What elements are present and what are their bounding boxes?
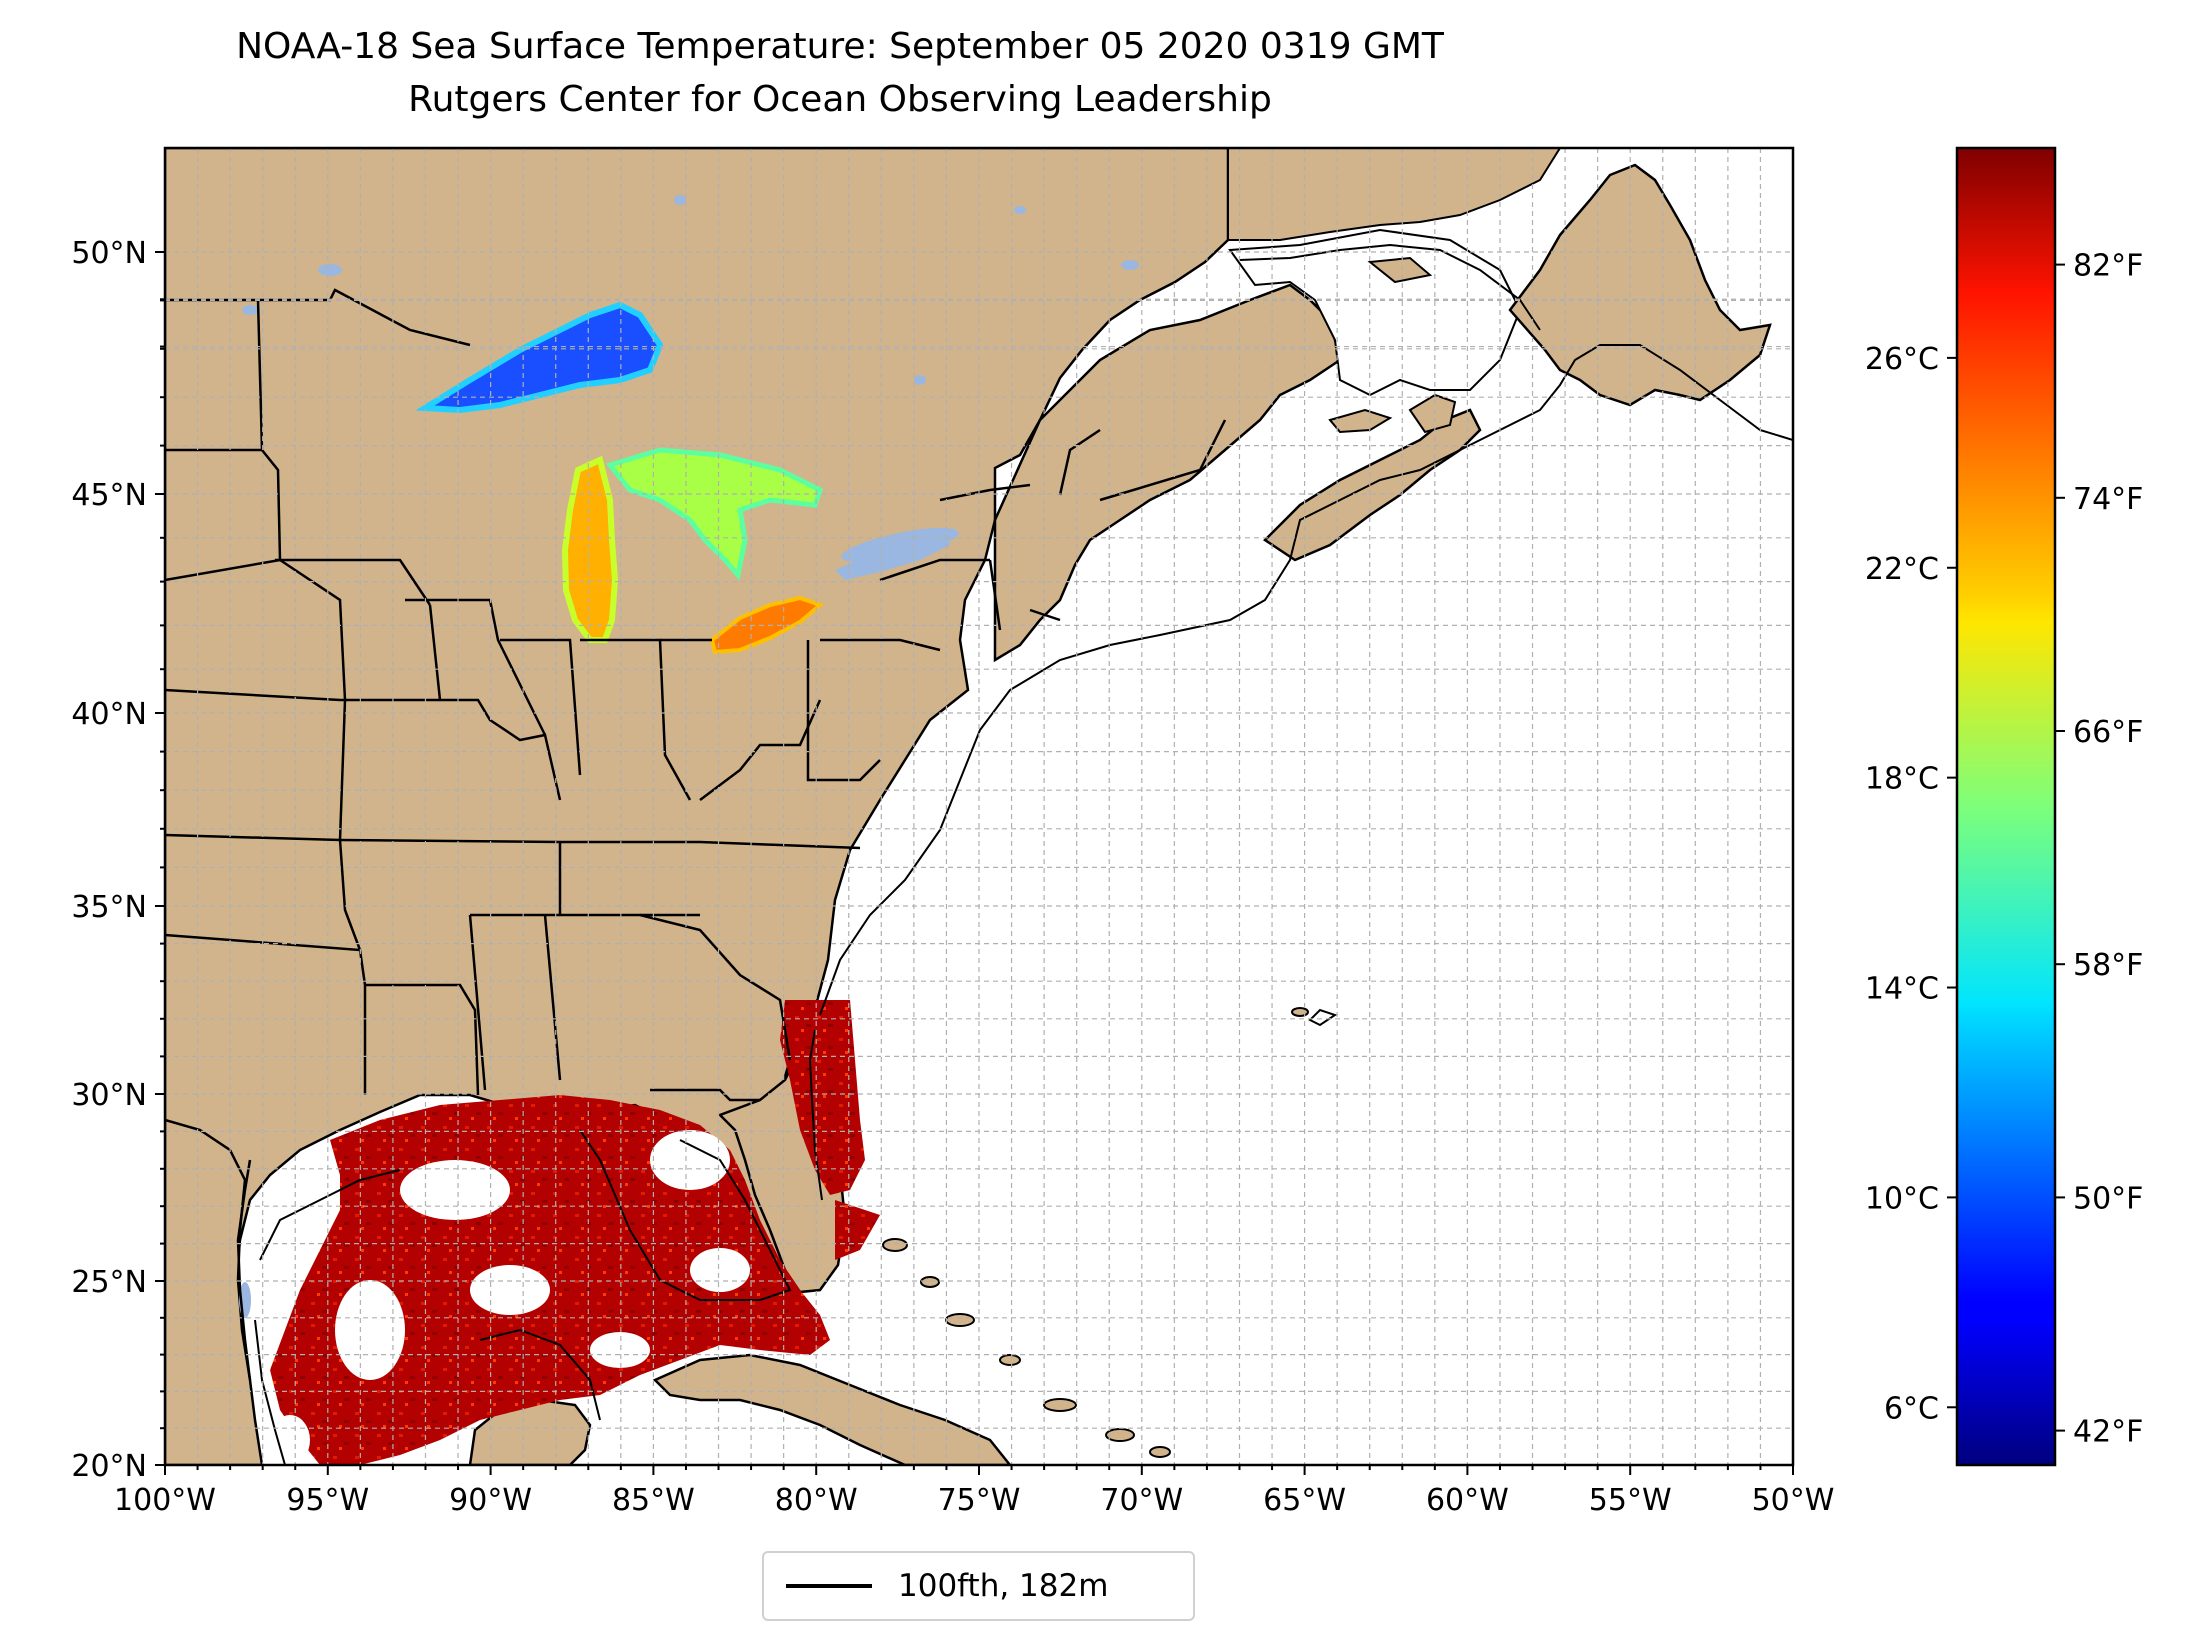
x-tick-label: 75°W: [938, 1483, 1021, 1518]
lake-huron-sst: [605, 447, 824, 581]
fahrenheit-tick-label: 66°F: [2073, 715, 2143, 750]
y-tick-label: 50°N: [71, 236, 147, 271]
x-tick-label: 100°W: [114, 1483, 216, 1518]
x-tick-label: 65°W: [1263, 1483, 1346, 1518]
y-tick-label: 20°N: [71, 1449, 147, 1484]
lake-erie-sst: [709, 595, 824, 655]
celsius-tick-label: 22°C: [1865, 552, 1939, 587]
celsius-tick-label: 10°C: [1865, 1181, 1939, 1216]
x-tick-label: 50°W: [1752, 1483, 1835, 1518]
legend-line-swatch: [786, 1584, 872, 1588]
lake-superior-sst: [415, 301, 664, 414]
colorbar: [1955, 146, 2057, 1467]
celsius-tick-label: 26°C: [1865, 342, 1939, 377]
lake-ontario: [835, 530, 950, 580]
legend: 100fth, 182m: [762, 1551, 1195, 1621]
land-labrador: [1227, 148, 1562, 241]
x-tick-label: 80°W: [775, 1483, 858, 1518]
colorbar-ticks: 26°C 22°C 18°C 14°C 10°C 6°C 82°F 74°F 66°F 58°F 5…: [1865, 249, 2144, 1450]
x-tick-label: 95°W: [286, 1483, 369, 1518]
fahrenheit-tick-label: 74°F: [2073, 482, 2143, 517]
x-tick-label: 90°W: [449, 1483, 532, 1518]
fahrenheit-tick-label: 82°F: [2073, 249, 2143, 284]
fahrenheit-tick-label: 58°F: [2073, 948, 2143, 983]
legend-label: 100fth, 182m: [898, 1568, 1109, 1604]
lake-michigan-sst: [561, 455, 619, 643]
x-tick-label: 60°W: [1426, 1483, 1509, 1518]
map-subtitle: Rutgers Center for Ocean Observing Leade…: [408, 79, 1272, 120]
map-title: NOAA-18 Sea Surface Temperature: Septemb…: [236, 26, 1444, 67]
political-boundaries: [165, 288, 1227, 1102]
land-nova-scotia: [1263, 408, 1482, 562]
land-yucatan: [468, 1398, 592, 1465]
land-cape-breton: [1408, 393, 1457, 434]
y-tick-label: 40°N: [71, 697, 147, 732]
y-tick-label: 30°N: [71, 1078, 147, 1113]
x-tick-label: 85°W: [612, 1483, 695, 1518]
x-tick-label: 55°W: [1589, 1483, 1672, 1518]
gulf-st-lawrence: [1228, 228, 1522, 397]
isobath-100fth: [254, 243, 1793, 1465]
land-cuba: [652, 1353, 1012, 1465]
graticule: [165, 148, 1793, 1465]
y-tick-label: 25°N: [71, 1265, 147, 1300]
land-anticosti: [1367, 256, 1433, 284]
bahamas-islands: [882, 1007, 1309, 1458]
y-tick-label: 45°N: [71, 478, 147, 513]
axis-ticks: 100°W 95°W 90°W 85°W 80°W 75°W 70°W 65°W 60°W 55°…: [71, 236, 1834, 1518]
x-tick-label: 70°W: [1100, 1483, 1183, 1518]
land-maritimes: [993, 283, 1342, 663]
celsius-tick-label: 14°C: [1865, 972, 1939, 1007]
y-tick-label: 35°N: [71, 890, 147, 925]
land-pei: [1328, 408, 1393, 434]
celsius-tick-label: 6°C: [1884, 1391, 1939, 1426]
celsius-tick-label: 18°C: [1865, 762, 1939, 797]
fahrenheit-tick-label: 42°F: [2073, 1415, 2143, 1450]
land-newfoundland: [1508, 163, 1772, 407]
fahrenheit-tick-label: 50°F: [2073, 1181, 2143, 1216]
